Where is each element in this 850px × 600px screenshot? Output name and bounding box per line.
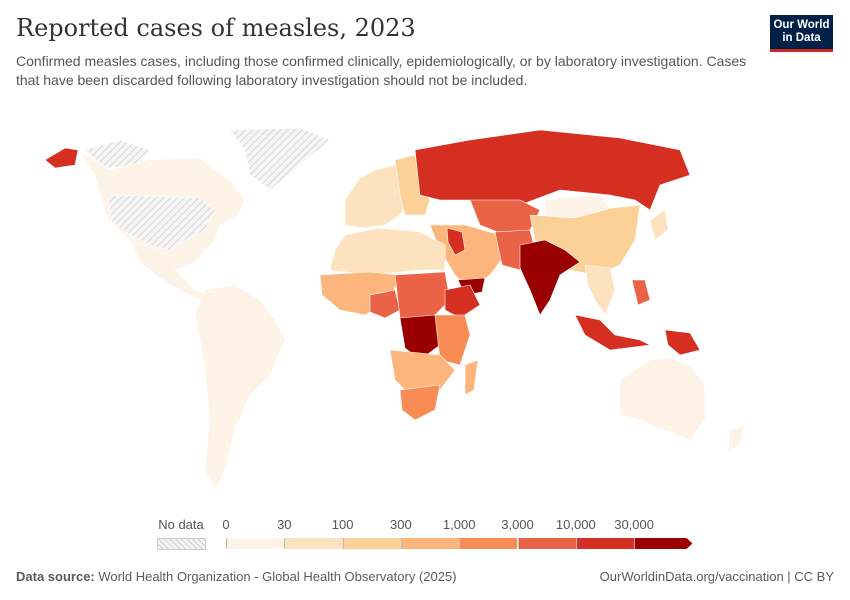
region-greenland[interactable] — [229, 127, 331, 191]
region-iraq[interactable] — [446, 227, 466, 256]
footer-link[interactable]: OurWorldinData.org/vaccination | CC BY — [599, 569, 834, 584]
legend-bin — [459, 538, 518, 549]
logo-line-1: Our World — [773, 19, 830, 31]
region-usa-hatched[interactable] — [107, 194, 216, 251]
region-nigeria[interactable] — [369, 289, 401, 319]
legend-bin — [342, 538, 401, 549]
region-new-zealand[interactable] — [727, 424, 746, 453]
region-ethiopia[interactable] — [444, 284, 481, 319]
legend-no-data-label: No data — [158, 517, 204, 532]
region-alaska[interactable] — [44, 147, 79, 169]
region-papua[interactable] — [664, 329, 701, 356]
world-map[interactable] — [0, 110, 850, 505]
region-southeast-asia[interactable] — [584, 264, 616, 316]
legend-tick: 30 — [277, 517, 292, 532]
legend-bin — [284, 538, 343, 549]
source-text: World Health Organization - Global Healt… — [98, 569, 457, 584]
legend-tick: 300 — [390, 517, 412, 532]
legend-no-data-swatch — [157, 538, 206, 550]
owid-logo[interactable]: Our World in Data — [770, 15, 833, 52]
logo-line-2: in Data — [782, 32, 821, 44]
legend-bin — [400, 538, 460, 549]
legend-tick: 30,000 — [614, 517, 654, 532]
region-eastern-europe[interactable] — [394, 154, 431, 216]
region-north-africa[interactable] — [329, 227, 446, 276]
region-southern-africa[interactable] — [389, 349, 456, 396]
region-india[interactable] — [519, 239, 581, 316]
legend-tick: 3,000 — [501, 517, 534, 532]
legend-tick: 10,000 — [555, 517, 596, 532]
legend-bin — [226, 538, 285, 549]
region-east-africa[interactable] — [434, 314, 471, 366]
region-australia[interactable] — [619, 357, 706, 441]
region-south-america[interactable] — [194, 284, 286, 491]
legend-bin — [575, 538, 635, 549]
source-label: Data source: — [16, 569, 95, 584]
region-south-africa[interactable] — [399, 384, 441, 421]
region-central-africa[interactable] — [394, 271, 451, 321]
legend-bin — [517, 538, 576, 549]
region-japan[interactable] — [649, 209, 669, 241]
region-madagascar[interactable] — [464, 359, 479, 396]
legend-tick: 1,000 — [442, 517, 476, 532]
region-drc[interactable] — [399, 314, 441, 361]
legend-bin — [634, 538, 693, 549]
page-title: Reported cases of measles, 2023 — [16, 14, 416, 42]
legend-tick: 100 — [331, 517, 354, 532]
legend-tick: 0 — [222, 517, 230, 532]
subtitle: Confirmed measles cases, including those… — [16, 53, 747, 88]
color-legend: No data 0 30 100 300 1,000 3,000 10,000 30,000 — [0, 510, 850, 555]
region-indonesia[interactable] — [574, 314, 651, 351]
region-philippines[interactable] — [631, 279, 651, 306]
footer-source: Data source: World Health Organization -… — [16, 569, 457, 584]
region-russia[interactable] — [414, 129, 691, 211]
